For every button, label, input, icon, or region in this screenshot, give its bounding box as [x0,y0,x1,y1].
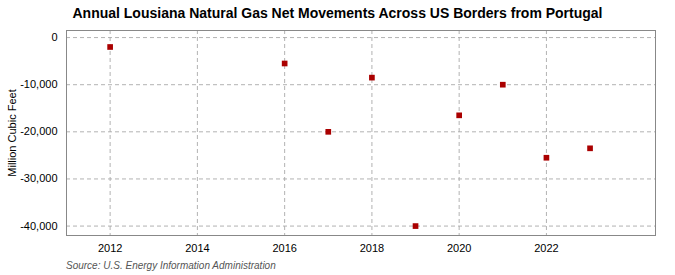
svg-text:2012: 2012 [98,242,122,254]
html-text:Source: U.S. Energy Informatio: Source: U.S. Energy Information Administ… [66,260,276,271]
svg-text:2018: 2018 [360,242,384,254]
svg-text:2014: 2014 [185,242,209,254]
svg-text:-10,000: -10,000 [20,78,57,90]
svg-text:2022: 2022 [534,242,558,254]
svg-text:-20,000: -20,000 [20,125,57,137]
svg-text:Million Cubic Feet: Million Cubic Feet [6,89,18,176]
svg-text:-40,000: -40,000 [20,220,57,232]
svg-text:0: 0 [51,31,57,43]
svg-text:2016: 2016 [272,242,296,254]
html-text:Annual Lousiana Natural Gas Ne: Annual Lousiana Natural Gas Net Movement… [72,5,603,21]
svg-text:-30,000: -30,000 [20,172,57,184]
svg-text:2020: 2020 [447,242,471,254]
